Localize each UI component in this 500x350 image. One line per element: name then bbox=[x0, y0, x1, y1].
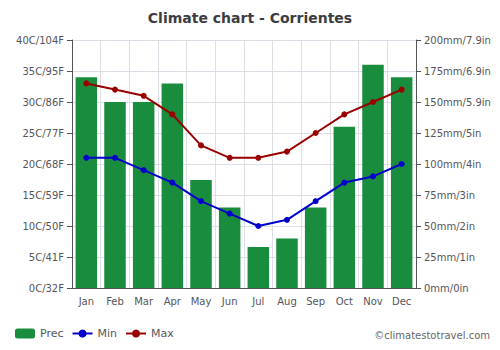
svg-text:Mar: Mar bbox=[134, 296, 154, 307]
svg-text:Max: Max bbox=[151, 327, 174, 340]
svg-text:Min: Min bbox=[98, 327, 118, 340]
svg-text:150mm/5.9in: 150mm/5.9in bbox=[424, 97, 491, 108]
svg-text:5C/41F: 5C/41F bbox=[29, 252, 64, 263]
svg-text:Climate chart - Corrientes: Climate chart - Corrientes bbox=[148, 10, 352, 26]
svg-text:Nov: Nov bbox=[363, 296, 383, 307]
svg-text:0C/32F: 0C/32F bbox=[29, 283, 64, 294]
svg-text:Sep: Sep bbox=[306, 296, 325, 307]
svg-text:10C/50F: 10C/50F bbox=[22, 221, 64, 232]
svg-text:30C/86F: 30C/86F bbox=[22, 97, 64, 108]
svg-text:Oct: Oct bbox=[336, 296, 353, 307]
svg-text:Feb: Feb bbox=[106, 296, 124, 307]
svg-text:125mm/5in: 125mm/5in bbox=[424, 128, 481, 139]
svg-text:©climatestotravel.com: ©climatestotravel.com bbox=[374, 330, 490, 341]
svg-text:75mm/3in: 75mm/3in bbox=[424, 190, 475, 201]
svg-text:Dec: Dec bbox=[392, 296, 411, 307]
svg-text:0mm/0in: 0mm/0in bbox=[424, 283, 469, 294]
svg-text:Prec: Prec bbox=[40, 327, 64, 340]
svg-text:May: May bbox=[191, 296, 212, 307]
svg-text:20C/68F: 20C/68F bbox=[22, 159, 64, 170]
svg-text:35C/95F: 35C/95F bbox=[22, 66, 64, 77]
svg-text:40C/104F: 40C/104F bbox=[16, 35, 64, 46]
svg-text:Jan: Jan bbox=[78, 296, 94, 307]
svg-text:50mm/2in: 50mm/2in bbox=[424, 221, 475, 232]
svg-text:175mm/6.9in: 175mm/6.9in bbox=[424, 66, 491, 77]
svg-text:Jun: Jun bbox=[221, 296, 238, 307]
svg-text:200mm/7.9in: 200mm/7.9in bbox=[424, 35, 491, 46]
svg-text:25mm/1in: 25mm/1in bbox=[424, 252, 475, 263]
svg-text:Jul: Jul bbox=[251, 296, 264, 307]
svg-text:25C/77F: 25C/77F bbox=[22, 128, 64, 139]
svg-text:Apr: Apr bbox=[164, 296, 182, 307]
svg-text:100mm/4in: 100mm/4in bbox=[424, 159, 481, 170]
svg-text:Aug: Aug bbox=[277, 296, 297, 307]
svg-text:15C/59F: 15C/59F bbox=[22, 190, 64, 201]
